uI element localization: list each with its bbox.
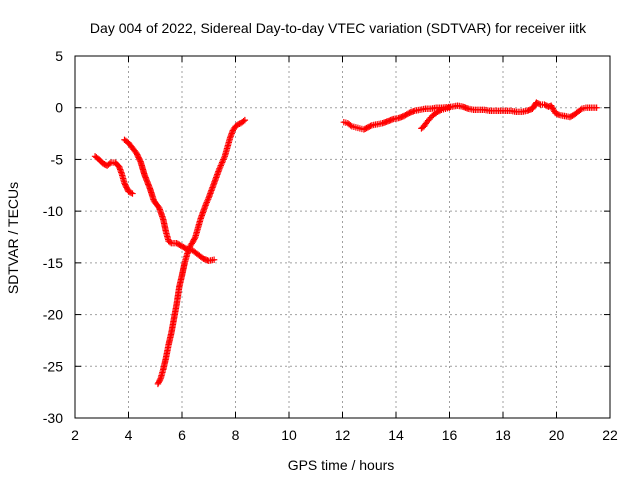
x-tick-label: 10 — [281, 427, 297, 443]
y-tick-label: 0 — [55, 100, 63, 116]
y-tick-label: -5 — [51, 151, 64, 167]
data-point — [129, 190, 136, 197]
data-point — [166, 238, 174, 246]
data-point — [122, 182, 130, 190]
data-point — [123, 184, 130, 191]
data-point — [136, 155, 143, 162]
data-point — [210, 256, 218, 263]
data-point — [436, 107, 444, 114]
x-tick-label: 16 — [442, 427, 458, 443]
data-point — [593, 104, 600, 111]
data-point — [121, 181, 129, 188]
data-point — [240, 117, 247, 125]
data-point — [367, 122, 374, 130]
data-point — [446, 104, 453, 111]
x-tick-label: 12 — [335, 427, 351, 443]
data-point — [347, 122, 354, 129]
x-tick-label: 4 — [125, 427, 133, 443]
y-tick-label: -30 — [43, 410, 63, 426]
x-tick-label: 18 — [495, 427, 511, 443]
data-point — [156, 376, 164, 384]
data-point — [133, 151, 141, 158]
chart-title: Day 004 of 2022, Sidereal Day-to-day VTE… — [90, 20, 587, 36]
x-tick-label: 22 — [602, 427, 618, 443]
x-tick-label: 20 — [549, 427, 565, 443]
data-point — [554, 111, 562, 118]
y-tick-label: 5 — [55, 48, 63, 64]
data-point — [106, 160, 113, 167]
data-point — [241, 116, 249, 124]
data-point — [191, 235, 198, 242]
grid-lines — [75, 56, 610, 418]
y-axis-label: SDTVAR / TECUs — [5, 182, 21, 294]
data-point — [135, 154, 142, 161]
data-points — [91, 99, 600, 388]
y-tick-label: -20 — [43, 307, 63, 323]
y-tick-label: -10 — [43, 203, 63, 219]
y-tick-label: -15 — [43, 255, 63, 271]
data-point — [134, 152, 142, 160]
data-point — [121, 180, 128, 187]
data-point — [577, 106, 584, 113]
x-tick-label: 8 — [232, 427, 240, 443]
data-point — [123, 185, 131, 192]
data-point — [133, 150, 140, 157]
x-tick-label: 14 — [388, 427, 404, 443]
x-tick-label: 2 — [71, 427, 79, 443]
x-axis-label: GPS time / hours — [288, 457, 395, 473]
data-point — [535, 100, 543, 108]
y-tick-label: -25 — [43, 358, 63, 374]
data-point — [127, 189, 135, 197]
x-tick-label: 6 — [178, 427, 186, 443]
axis-ticks: 2 4 6 8 10 12 14 16 18 20 22 5 0 -5 -10 -15 -20 -25 -30 — [43, 48, 618, 443]
